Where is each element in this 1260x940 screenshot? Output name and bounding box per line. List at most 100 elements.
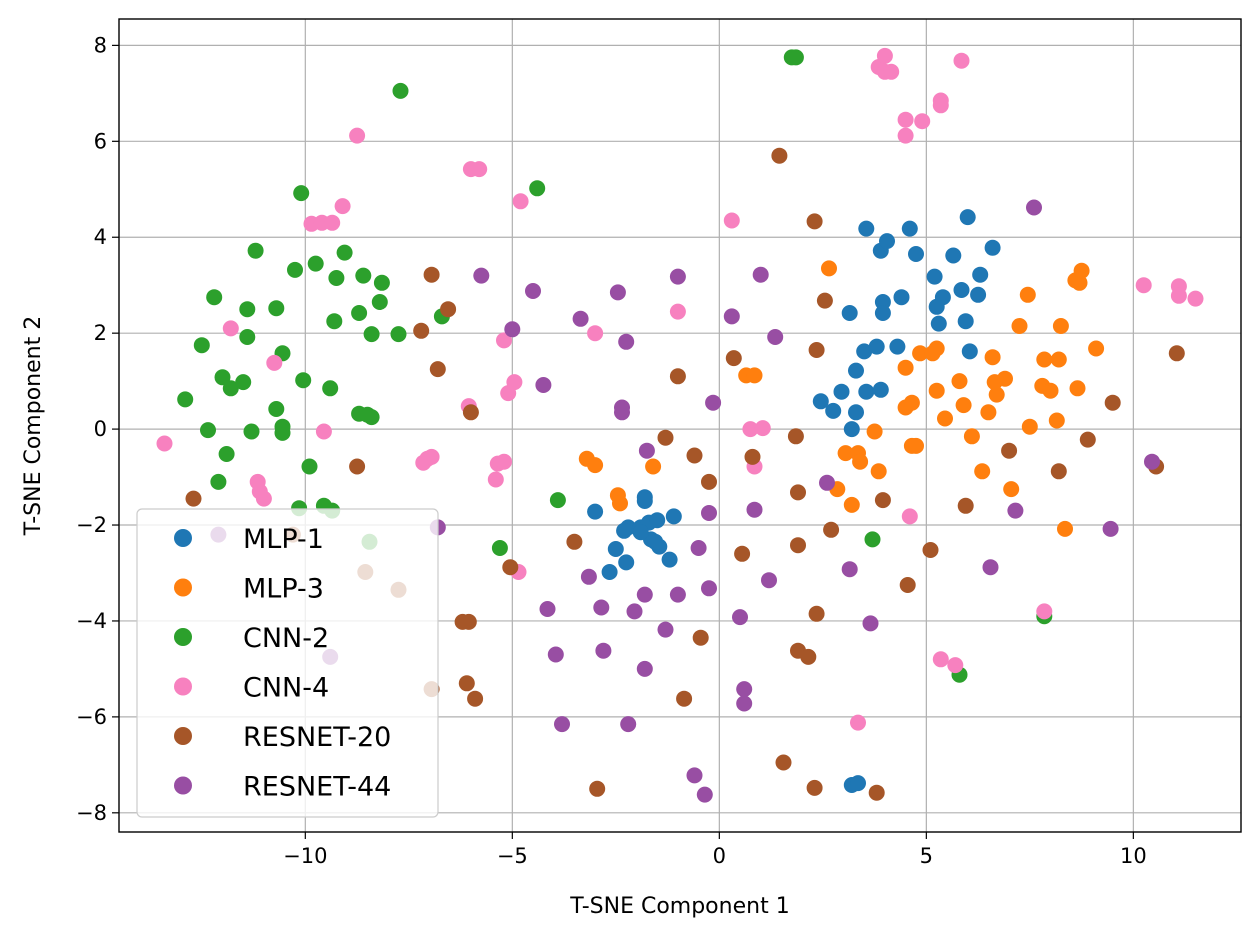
data-point [821,260,837,277]
data-point [701,505,717,521]
data-point [589,780,606,797]
y-tick-label: 2 [94,321,107,345]
data-point [467,690,484,707]
data-point [580,568,597,585]
data-point [723,212,740,229]
data-point [1079,431,1096,448]
data-point [926,268,943,285]
data-point [587,503,604,520]
data-point [647,533,664,550]
data-point [471,161,488,178]
data-point [928,382,945,399]
data-point [686,767,703,784]
data-point [626,603,643,620]
data-point [235,374,252,391]
data-point [771,147,788,164]
x-axis-label: T-SNE Component 1 [569,894,789,919]
data-point [746,501,763,518]
data-point [787,49,804,66]
data-point [355,267,372,284]
data-point [908,437,924,454]
legend-marker [174,628,192,646]
axes-frame [118,18,1242,833]
data-point [870,463,887,480]
data-point [371,294,388,310]
data-point [953,52,970,69]
data-point [690,540,707,556]
data-point [473,267,490,284]
data-point [268,401,285,417]
data-point [982,559,999,576]
data-point [984,349,1001,366]
data-point [301,458,318,475]
data-point [554,716,570,733]
data-point [957,497,974,514]
y-tick-label: 8 [94,33,107,57]
data-point [883,63,900,80]
data-point [1007,502,1024,519]
data-point [1003,481,1020,498]
data-point [823,521,840,538]
legend-label: RESNET-20 [243,722,391,753]
data-point [676,690,693,707]
series-cnn-4 [156,47,1204,731]
legend-label: CNN-2 [243,623,329,654]
legend-label: MLP-1 [243,524,324,555]
data-point [858,383,875,400]
data-point [963,428,980,445]
data-point [1042,382,1059,399]
data-point [945,247,962,264]
data-point [893,289,910,306]
data-point [572,310,589,327]
data-point [928,340,945,357]
data-point [324,214,341,231]
data-point [1104,394,1121,411]
data-point [351,305,368,321]
y-tick-label: 4 [94,225,107,249]
data-point [669,268,686,285]
data-point [806,779,823,796]
data-point [326,313,343,330]
data-point [1102,520,1119,537]
data-point [692,629,709,646]
data-point [961,343,978,360]
data-point [266,354,283,371]
data-point [1036,351,1053,368]
data-point [307,255,324,272]
data-point [808,605,825,622]
data-point [413,322,430,339]
data-point [800,648,817,665]
data-point [874,294,891,310]
data-point [293,185,310,202]
data-point [206,289,223,306]
data-point [496,332,512,349]
data-point [1048,412,1065,429]
data-point [701,580,717,597]
y-tick-label: −4 [76,609,107,633]
data-point [458,675,475,692]
data-point [837,445,854,462]
data-point [609,284,626,301]
legend-marker [174,529,192,547]
data-point [1168,345,1185,362]
data-point [392,82,409,99]
data-point [932,651,949,668]
data-point [897,359,914,376]
data-point [843,496,860,513]
data-point [487,471,504,488]
data-point [862,615,879,632]
data-point [525,283,541,299]
data-point [732,609,748,626]
data-point [612,495,628,512]
data-point [872,381,889,398]
data-point [848,404,864,421]
data-point [754,420,771,437]
data-point [1052,318,1069,334]
data-point [997,370,1013,387]
data-point [934,289,951,306]
data-point [889,338,906,355]
data-point [156,435,173,452]
data-point [901,508,918,525]
data-point [462,404,479,421]
